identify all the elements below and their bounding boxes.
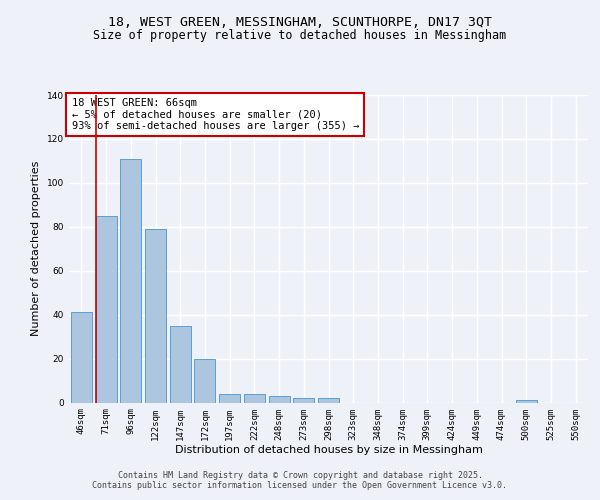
Bar bbox=[516, 400, 537, 402]
Text: Contains public sector information licensed under the Open Government Licence v3: Contains public sector information licen… bbox=[92, 482, 508, 490]
Bar bbox=[293, 398, 314, 402]
Bar bbox=[194, 358, 215, 403]
Bar bbox=[318, 398, 339, 402]
Bar bbox=[120, 158, 141, 402]
Bar bbox=[244, 394, 265, 402]
Text: 18 WEST GREEN: 66sqm
← 5% of detached houses are smaller (20)
93% of semi-detach: 18 WEST GREEN: 66sqm ← 5% of detached ho… bbox=[71, 98, 359, 132]
Bar bbox=[95, 216, 116, 402]
Text: Size of property relative to detached houses in Messingham: Size of property relative to detached ho… bbox=[94, 28, 506, 42]
Bar bbox=[170, 326, 191, 402]
Bar bbox=[219, 394, 240, 402]
X-axis label: Distribution of detached houses by size in Messingham: Distribution of detached houses by size … bbox=[175, 445, 482, 455]
Bar bbox=[71, 312, 92, 402]
Y-axis label: Number of detached properties: Number of detached properties bbox=[31, 161, 41, 336]
Text: Contains HM Land Registry data © Crown copyright and database right 2025.: Contains HM Land Registry data © Crown c… bbox=[118, 472, 482, 480]
Text: 18, WEST GREEN, MESSINGHAM, SCUNTHORPE, DN17 3QT: 18, WEST GREEN, MESSINGHAM, SCUNTHORPE, … bbox=[108, 16, 492, 29]
Bar bbox=[269, 396, 290, 402]
Bar bbox=[145, 229, 166, 402]
